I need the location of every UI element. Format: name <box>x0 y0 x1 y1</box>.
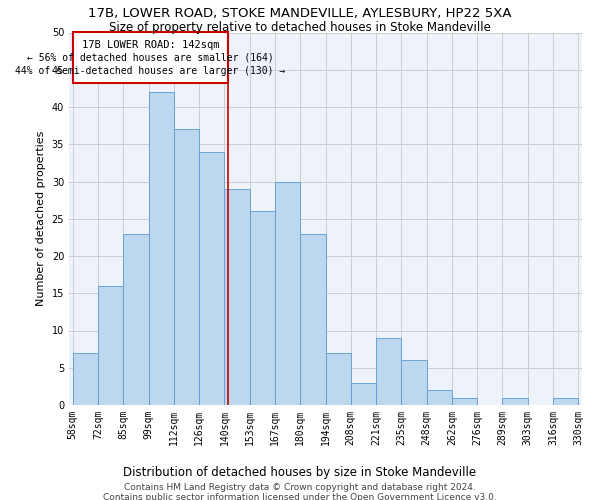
Bar <box>174 130 199 405</box>
Bar <box>300 234 326 405</box>
Bar <box>452 398 477 405</box>
Bar <box>275 182 300 405</box>
Bar <box>73 32 228 83</box>
Y-axis label: Number of detached properties: Number of detached properties <box>36 131 46 306</box>
Bar <box>351 382 376 405</box>
Text: Size of property relative to detached houses in Stoke Mandeville: Size of property relative to detached ho… <box>109 21 491 34</box>
Bar <box>502 398 527 405</box>
Bar <box>553 398 578 405</box>
Text: Contains public sector information licensed under the Open Government Licence v3: Contains public sector information licen… <box>103 492 497 500</box>
Text: 44% of semi-detached houses are larger (130) →: 44% of semi-detached houses are larger (… <box>16 66 286 76</box>
Bar <box>376 338 401 405</box>
Text: Distribution of detached houses by size in Stoke Mandeville: Distribution of detached houses by size … <box>124 466 476 479</box>
Text: Contains HM Land Registry data © Crown copyright and database right 2024.: Contains HM Land Registry data © Crown c… <box>124 484 476 492</box>
Text: 17B LOWER ROAD: 142sqm: 17B LOWER ROAD: 142sqm <box>82 40 219 50</box>
Bar <box>224 189 250 405</box>
Bar <box>98 286 124 405</box>
Bar <box>427 390 452 405</box>
Bar <box>401 360 427 405</box>
Bar <box>326 353 351 405</box>
Text: ← 56% of detached houses are smaller (164): ← 56% of detached houses are smaller (16… <box>27 52 274 62</box>
Text: 17B, LOWER ROAD, STOKE MANDEVILLE, AYLESBURY, HP22 5XA: 17B, LOWER ROAD, STOKE MANDEVILLE, AYLES… <box>88 8 512 20</box>
Bar <box>199 152 224 405</box>
Bar <box>73 353 98 405</box>
Bar <box>250 212 275 405</box>
Bar <box>149 92 174 405</box>
Bar <box>124 234 149 405</box>
